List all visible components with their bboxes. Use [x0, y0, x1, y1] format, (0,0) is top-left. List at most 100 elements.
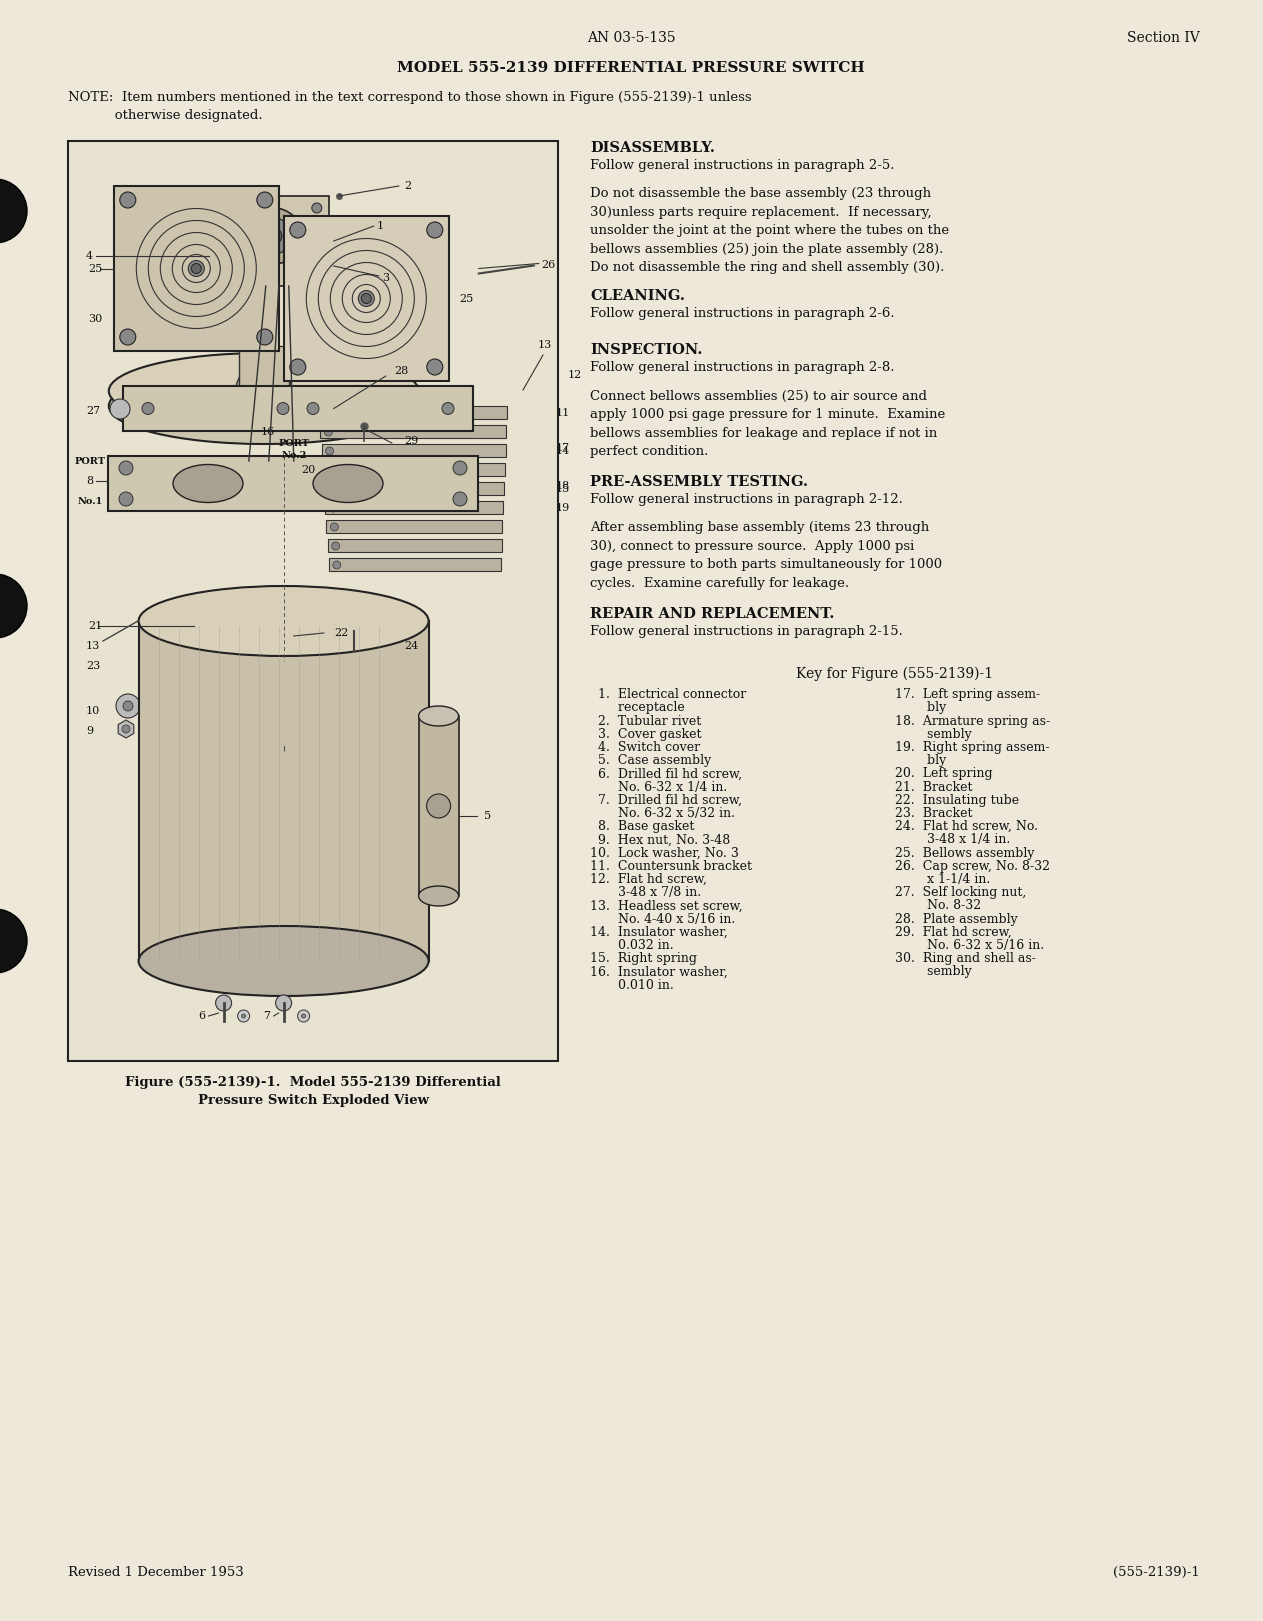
Text: 22.  Insulating tube: 22. Insulating tube: [895, 794, 1019, 807]
Text: Key for Figure (555-2139)-1: Key for Figure (555-2139)-1: [797, 666, 994, 681]
Text: 8.  Base gasket: 8. Base gasket: [590, 820, 695, 833]
Bar: [139, 621, 428, 961]
Circle shape: [332, 561, 341, 569]
Text: 10: 10: [86, 707, 100, 716]
Text: receptacle: receptacle: [590, 702, 685, 715]
Circle shape: [116, 694, 140, 718]
Text: 22: 22: [333, 627, 349, 639]
Circle shape: [359, 290, 374, 306]
Text: 25: 25: [88, 264, 102, 274]
Bar: [418, 716, 458, 896]
Text: No.2: No.2: [282, 452, 307, 460]
Circle shape: [331, 524, 338, 532]
Bar: [325, 481, 504, 494]
Text: REPAIR AND REPLACEMENT.: REPAIR AND REPLACEMENT.: [590, 606, 835, 621]
Circle shape: [241, 1015, 245, 1018]
Circle shape: [141, 402, 154, 415]
Text: bly: bly: [895, 754, 946, 767]
Text: 23.  Bracket: 23. Bracket: [895, 807, 973, 820]
Bar: [218, 196, 328, 285]
Circle shape: [0, 909, 27, 973]
Circle shape: [110, 399, 130, 418]
Text: Pressure Switch Exploded View: Pressure Switch Exploded View: [197, 1094, 428, 1107]
Text: 3-48 x 1/4 in.: 3-48 x 1/4 in.: [895, 833, 1010, 846]
Text: Follow general instructions in paragraph 2-6.: Follow general instructions in paragraph…: [590, 306, 894, 319]
Text: No.1: No.1: [77, 496, 102, 506]
Text: 26.  Cap screw, No. 8-32: 26. Cap screw, No. 8-32: [895, 859, 1050, 872]
Circle shape: [265, 229, 282, 245]
Text: 6.  Drilled fil hd screw,: 6. Drilled fil hd screw,: [590, 767, 743, 780]
Circle shape: [442, 402, 453, 415]
Bar: [123, 386, 474, 431]
Text: Figure (555-2139)-1.  Model 555-2139 Differential: Figure (555-2139)-1. Model 555-2139 Diff…: [125, 1076, 501, 1089]
Text: No. 8-32: No. 8-32: [895, 900, 981, 913]
Circle shape: [0, 178, 27, 243]
Text: 8: 8: [86, 477, 93, 486]
Text: 29: 29: [404, 436, 418, 446]
Circle shape: [453, 493, 467, 506]
Circle shape: [289, 358, 306, 374]
Text: PORT: PORT: [278, 439, 309, 449]
Text: 30: 30: [88, 313, 102, 324]
Text: sembly: sembly: [895, 728, 971, 741]
Text: 16: 16: [261, 426, 275, 438]
Text: 0.010 in.: 0.010 in.: [590, 979, 673, 992]
Text: Follow general instructions in paragraph 2-8.: Follow general instructions in paragraph…: [590, 361, 894, 374]
Bar: [327, 540, 501, 553]
Text: 17.  Left spring assem-: 17. Left spring assem-: [895, 689, 1041, 702]
Circle shape: [330, 504, 337, 512]
Circle shape: [427, 358, 443, 374]
Text: INSPECTION.: INSPECTION.: [590, 344, 702, 357]
Text: Section IV: Section IV: [1128, 31, 1200, 45]
Text: 3: 3: [381, 272, 389, 284]
Text: 10.  Lock washer, No. 3: 10. Lock washer, No. 3: [590, 846, 739, 859]
Bar: [328, 558, 501, 571]
Text: 26: 26: [541, 261, 554, 271]
Circle shape: [246, 207, 302, 264]
Bar: [284, 216, 448, 381]
Circle shape: [326, 447, 333, 456]
Text: 25.  Bellows assembly: 25. Bellows assembly: [895, 846, 1034, 859]
Text: 28.  Plate assembly: 28. Plate assembly: [895, 913, 1018, 926]
Text: After assembling base assembly (items 23 through
30), connect to pressure source: After assembling base assembly (items 23…: [590, 522, 942, 590]
Text: CLEANING.: CLEANING.: [590, 289, 685, 303]
Text: 11.  Countersunk bracket: 11. Countersunk bracket: [590, 859, 751, 872]
Circle shape: [226, 203, 236, 212]
Circle shape: [328, 485, 336, 493]
Circle shape: [302, 1015, 306, 1018]
Text: 4.  Switch cover: 4. Switch cover: [590, 741, 700, 754]
Ellipse shape: [139, 926, 428, 995]
Text: PORT: PORT: [75, 457, 106, 465]
Circle shape: [307, 402, 320, 415]
Bar: [326, 520, 503, 533]
Text: Follow general instructions in paragraph 2-12.: Follow general instructions in paragraph…: [590, 493, 903, 506]
Text: 13.  Headless set screw,: 13. Headless set screw,: [590, 900, 743, 913]
Text: No. 6-32 x 1/4 in.: No. 6-32 x 1/4 in.: [590, 781, 727, 794]
Ellipse shape: [418, 707, 458, 726]
Text: sembly: sembly: [895, 966, 971, 979]
Text: 20: 20: [301, 465, 316, 475]
Text: 14: 14: [556, 446, 570, 456]
Bar: [114, 186, 279, 352]
Text: (555-2139)-1: (555-2139)-1: [1113, 1566, 1200, 1579]
Text: 17: 17: [556, 443, 570, 452]
Circle shape: [256, 329, 273, 345]
Circle shape: [289, 222, 306, 238]
Text: 19: 19: [556, 503, 570, 512]
Text: 21.  Bracket: 21. Bracket: [895, 781, 973, 794]
Text: PRE-ASSEMBLY TESTING.: PRE-ASSEMBLY TESTING.: [590, 475, 808, 490]
Ellipse shape: [313, 465, 383, 503]
Text: x 1-1/4 in.: x 1-1/4 in.: [895, 874, 990, 887]
Circle shape: [249, 376, 279, 405]
Circle shape: [256, 217, 292, 254]
Circle shape: [123, 725, 130, 733]
Text: 1: 1: [376, 220, 384, 232]
Text: 16.  Insulator washer,: 16. Insulator washer,: [590, 966, 727, 979]
Ellipse shape: [275, 619, 293, 627]
Text: 23: 23: [86, 661, 100, 671]
Circle shape: [361, 293, 371, 303]
Circle shape: [203, 619, 215, 632]
Bar: [193, 601, 259, 652]
Polygon shape: [119, 720, 134, 738]
Bar: [320, 405, 508, 418]
